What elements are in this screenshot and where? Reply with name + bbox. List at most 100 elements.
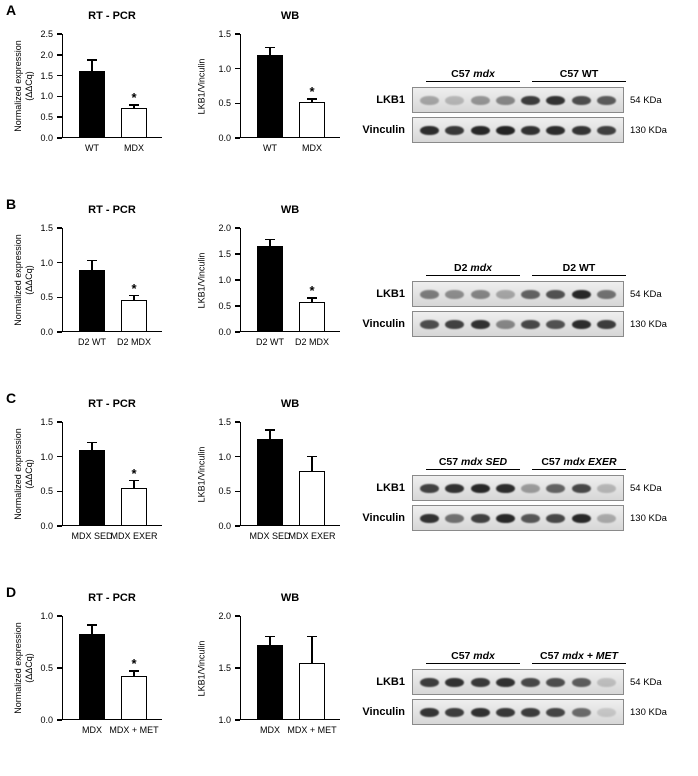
y-tick-label: 0.5 (40, 663, 53, 673)
blot-band (596, 125, 616, 135)
bar (121, 300, 147, 332)
y-tick-label: 0.5 (218, 301, 231, 311)
blot-band (445, 707, 465, 717)
panel-content: RT - PCR Normalized expression (ΔΔCq) 0.0 0.… (0, 194, 698, 366)
y-tick-label: 0.5 (40, 486, 53, 497)
blot-band (571, 513, 591, 523)
blot-row: LKB1 54 KDa (362, 87, 667, 113)
blot-band (470, 95, 490, 105)
plot-area (62, 616, 162, 720)
y-tick-mark (57, 74, 62, 77)
y-tick-mark (57, 719, 62, 721)
error-bar (269, 430, 271, 440)
y-tick-label: 2.0 (218, 223, 231, 233)
y-tick-mark (235, 719, 240, 721)
blot-group-label: D2 mdx (426, 262, 520, 276)
x-category-label: MDX + MET (109, 725, 159, 735)
error-bar-cap (307, 98, 317, 100)
kda-label: 54 KDa (630, 288, 662, 300)
significance-asterisk: * (131, 280, 137, 296)
blot-band (495, 483, 515, 493)
western-blot: C57 mdx C57 WT LKB1 54 KDa Vinculin 130 KDa (362, 68, 667, 147)
blot-group-row: C57 mdx SED C57 mdx EXER (420, 456, 632, 470)
y-tick-mark (57, 455, 62, 458)
y-tick-mark (57, 54, 62, 56)
blot-band (420, 125, 440, 135)
error-bar-cap (129, 104, 139, 106)
blot-band (495, 707, 515, 717)
wb-chart: WB LKB1/Vinculin 0.0 0.5 1.0 1.5 2.0 D2 WT * D2 M… (188, 202, 354, 366)
blot-band (495, 95, 515, 105)
bar (299, 101, 325, 138)
x-category-label: MDX SED (71, 531, 113, 541)
blot-group-label-part: C57 WT (559, 68, 599, 80)
plot-area (240, 34, 340, 138)
chart-title: RT - PCR (88, 592, 136, 604)
kda-label: 54 KDa (630, 482, 662, 494)
y-tick-mark (235, 305, 240, 307)
error-bar (133, 295, 135, 301)
blot-row-label: LKB1 (376, 94, 405, 106)
blot-band (420, 707, 440, 717)
y-tick-mark (235, 227, 240, 229)
y-tick-mark (235, 615, 240, 617)
blot-row: Vinculin 130 KDa (362, 505, 667, 531)
y-tick-mark (57, 421, 62, 423)
panel-label: B (6, 196, 17, 212)
plot-area (240, 422, 340, 526)
y-tick-mark (235, 253, 240, 255)
y-tick-label: 0.0 (218, 327, 231, 337)
blot-band (571, 677, 591, 687)
error-bar-cap (265, 635, 275, 638)
blot-row-label: LKB1 (376, 482, 405, 494)
x-category-label: D2 WT (78, 337, 106, 347)
x-category-label: D2 WT (256, 337, 284, 347)
y-tick-label: 1.5 (218, 663, 231, 673)
blot-band (420, 483, 440, 493)
kda-label: 54 KDa (630, 94, 662, 106)
y-tick-label: 1.0 (218, 715, 231, 725)
bar (257, 439, 283, 526)
blot-row: LKB1 54 KDa (362, 669, 667, 695)
blot-row: LKB1 54 KDa (362, 281, 667, 307)
y-tick-mark (57, 490, 62, 493)
y-tick-mark (235, 67, 240, 70)
y-tick-mark (57, 116, 62, 118)
error-bar-cap (87, 441, 97, 444)
error-bar (311, 636, 313, 663)
blot-band (445, 125, 465, 135)
blot-row: Vinculin 130 KDa (362, 699, 667, 725)
y-tick-label: 0.5 (218, 486, 231, 497)
chart-title: WB (280, 592, 300, 604)
bar (299, 470, 325, 526)
plot-area (62, 34, 162, 138)
error-bar-cap (265, 238, 275, 241)
blot-band (445, 319, 465, 329)
blot-band (571, 289, 591, 299)
blot-band (521, 319, 541, 329)
x-category-label: WT (85, 143, 99, 153)
bar (121, 487, 147, 526)
error-bar-cap (129, 670, 139, 672)
error-bar (311, 456, 313, 471)
bar (257, 645, 283, 720)
blot-row-label: Vinculin (362, 706, 405, 718)
blot-band (420, 319, 440, 329)
blot-group-label-part: C57 (541, 456, 564, 468)
y-tick-mark (235, 102, 240, 105)
blot-band (521, 95, 541, 105)
blot-band (470, 513, 490, 523)
error-bar-cap (307, 635, 317, 638)
blot-band (420, 513, 440, 523)
blot-row-label: Vinculin (362, 318, 405, 330)
bar (79, 71, 105, 138)
error-bar-cap (265, 46, 275, 49)
panel-label: A (6, 2, 17, 18)
blot-band (596, 707, 616, 717)
blot-band (571, 95, 591, 105)
x-category-label: WT (263, 143, 277, 153)
blot-band (470, 125, 490, 135)
blot-group-label-part: mdx (473, 650, 495, 662)
western-blot: C57 mdx SED C57 mdx EXER LKB1 54 KDa Vinculi… (362, 456, 667, 535)
